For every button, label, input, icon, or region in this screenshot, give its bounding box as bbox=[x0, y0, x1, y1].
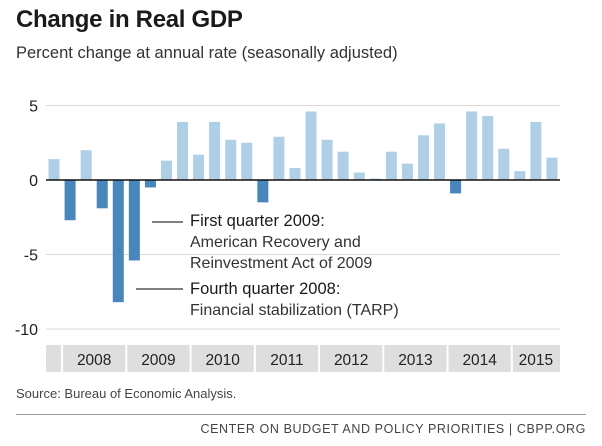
source-note: Source: Bureau of Economic Analysis. bbox=[16, 386, 237, 401]
bar-2015-q2 bbox=[530, 121, 542, 180]
annotation-text: Financial stabilization (TARP) bbox=[190, 302, 399, 319]
bar-2015-q3 bbox=[546, 157, 558, 180]
year-label: 2010 bbox=[205, 352, 240, 369]
bar-2011-q2 bbox=[273, 136, 285, 180]
bar-2011-q3 bbox=[289, 168, 301, 180]
bar-2007-q4 bbox=[48, 159, 60, 180]
y-tick-label: 5 bbox=[29, 99, 38, 116]
year-label: 2012 bbox=[334, 352, 368, 369]
bar-2012-q2 bbox=[337, 151, 349, 180]
year-label: 2009 bbox=[141, 352, 175, 369]
year-label: 2015 bbox=[519, 352, 553, 369]
bar-2010-q4 bbox=[241, 142, 253, 180]
annotation-heading: Fourth quarter 2008: bbox=[190, 280, 340, 298]
bar-2014-q2 bbox=[466, 111, 478, 180]
bar-2013-q2 bbox=[401, 163, 413, 180]
annotation-text: American Recovery and bbox=[190, 234, 361, 251]
bar-2012-q3 bbox=[353, 172, 365, 180]
y-tick-label: -10 bbox=[15, 322, 38, 339]
bar-2014-q1 bbox=[450, 180, 462, 194]
bar-2008-q2 bbox=[80, 150, 92, 180]
bar-2008-q3 bbox=[96, 180, 108, 209]
bar-2008-q4 bbox=[112, 180, 124, 303]
bar-2009-q4 bbox=[177, 121, 189, 180]
bar-2010-q3 bbox=[225, 139, 237, 180]
bar-2012-q1 bbox=[321, 139, 333, 180]
bar-2011-q4 bbox=[305, 111, 317, 180]
y-tick-label: 0 bbox=[29, 173, 38, 190]
bar-2015-q1 bbox=[514, 171, 526, 180]
year-label: 2008 bbox=[77, 352, 111, 369]
annotation-text: Reinvestment Act of 2009 bbox=[190, 255, 372, 272]
annotation-heading: First quarter 2009: bbox=[190, 212, 325, 230]
bar-2010-q1 bbox=[193, 154, 205, 180]
bar-2013-q1 bbox=[385, 151, 397, 180]
year-label: 2013 bbox=[398, 352, 432, 369]
bar-2009-q3 bbox=[160, 160, 172, 180]
footer-divider bbox=[16, 414, 586, 415]
bar-2011-q1 bbox=[257, 180, 269, 203]
year-label: 2014 bbox=[462, 352, 497, 369]
bar-2009-q2 bbox=[144, 180, 156, 188]
footer-credit: CENTER ON BUDGET AND POLICY PRIORITIES |… bbox=[200, 422, 586, 436]
bar-2008-q1 bbox=[64, 180, 76, 221]
bar-2014-q3 bbox=[482, 115, 494, 180]
y-tick-label: -5 bbox=[24, 248, 38, 265]
chart-title: Change in Real GDP bbox=[16, 6, 243, 33]
year-axis-band bbox=[46, 345, 560, 372]
chart-subtitle: Percent change at annual rate (seasonall… bbox=[16, 44, 398, 62]
bar-2010-q2 bbox=[209, 121, 221, 180]
bar-2014-q4 bbox=[498, 148, 510, 180]
bar-2013-q4 bbox=[434, 123, 446, 180]
year-label: 2011 bbox=[270, 352, 303, 369]
bar-2009-q1 bbox=[128, 180, 140, 261]
gdp-bar-chart: 5 0 -5 -10 2008 2009 2010 2011 2012 2013 2014 2015 F… bbox=[15, 99, 560, 372]
bar-2013-q3 bbox=[417, 135, 429, 180]
